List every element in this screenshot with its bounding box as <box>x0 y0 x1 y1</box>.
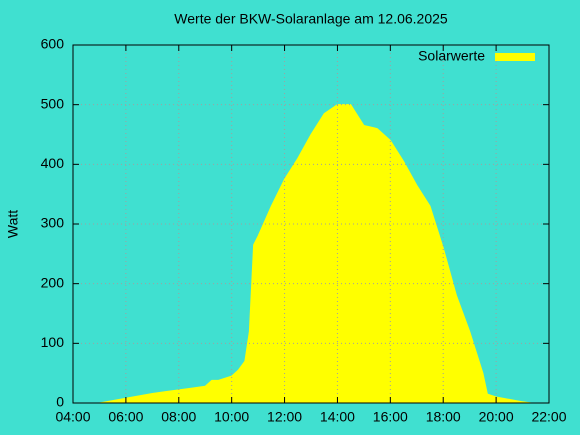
x-tick-label: 22:00 <box>531 409 566 425</box>
chart-title: Werte der BKW-Solaranlage am 12.06.2025 <box>174 11 448 27</box>
x-tick-label: 06:00 <box>108 409 143 425</box>
y-tick-label: 500 <box>41 95 65 111</box>
x-tick-label: 20:00 <box>479 409 514 425</box>
area <box>99 104 532 404</box>
x-tick-label: 10:00 <box>214 409 249 425</box>
x-tick-label: 16:00 <box>373 409 408 425</box>
y-tick-label: 100 <box>41 334 65 350</box>
y-tick-label: 400 <box>41 155 65 171</box>
plot-border <box>72 44 550 404</box>
y-tick-label: 600 <box>41 36 65 52</box>
x-tick-label: 14:00 <box>320 409 355 425</box>
legend-label: Solarwerte <box>418 48 485 64</box>
y-tick-label: 0 <box>56 394 64 410</box>
x-tick-label: 18:00 <box>426 409 461 425</box>
legend-swatch <box>495 53 535 61</box>
y-tick-label: 200 <box>41 274 65 290</box>
x-tick-label: 04:00 <box>55 409 90 425</box>
y-tick-label: 300 <box>41 215 65 231</box>
x-tick-label: 12:00 <box>267 409 302 425</box>
y-axis-label: Watt <box>5 210 21 238</box>
x-tick-label: 08:00 <box>161 409 196 425</box>
